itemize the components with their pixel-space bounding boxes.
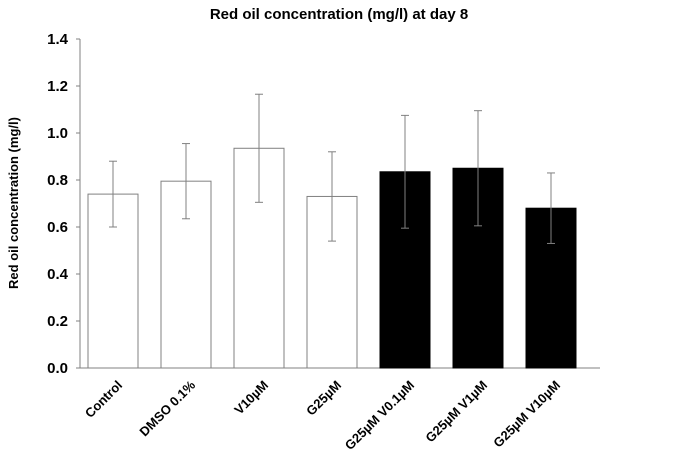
y-tick-label: 0.2 <box>47 313 68 330</box>
y-tick-label: 0.8 <box>47 172 68 189</box>
x-tick-label: DMSO 0.1% <box>136 377 198 439</box>
x-tick-label: V10µM <box>231 378 271 418</box>
y-tick-label: 0.0 <box>47 360 68 377</box>
x-tick-label: Control <box>82 378 125 421</box>
chart-title: Red oil concentration (mg/l) at day 8 <box>210 6 468 23</box>
y-tick-label: 1.4 <box>47 31 69 48</box>
x-tick-label: G25µM V0.1µM <box>342 378 417 453</box>
x-tick-label: G25µM <box>303 378 344 419</box>
y-tick-label: 0.6 <box>47 219 68 236</box>
y-tick-label: 1.2 <box>47 78 68 95</box>
y-tick-label: 0.4 <box>47 266 69 283</box>
x-tick-label: G25µM V1µM <box>422 378 490 446</box>
y-tick-label: 1.0 <box>47 125 68 142</box>
bar <box>233 147 285 369</box>
y-axis-label: Red oil concentration (mg/l) <box>6 117 21 289</box>
x-tick-label: G25µM V10µM <box>490 378 563 451</box>
